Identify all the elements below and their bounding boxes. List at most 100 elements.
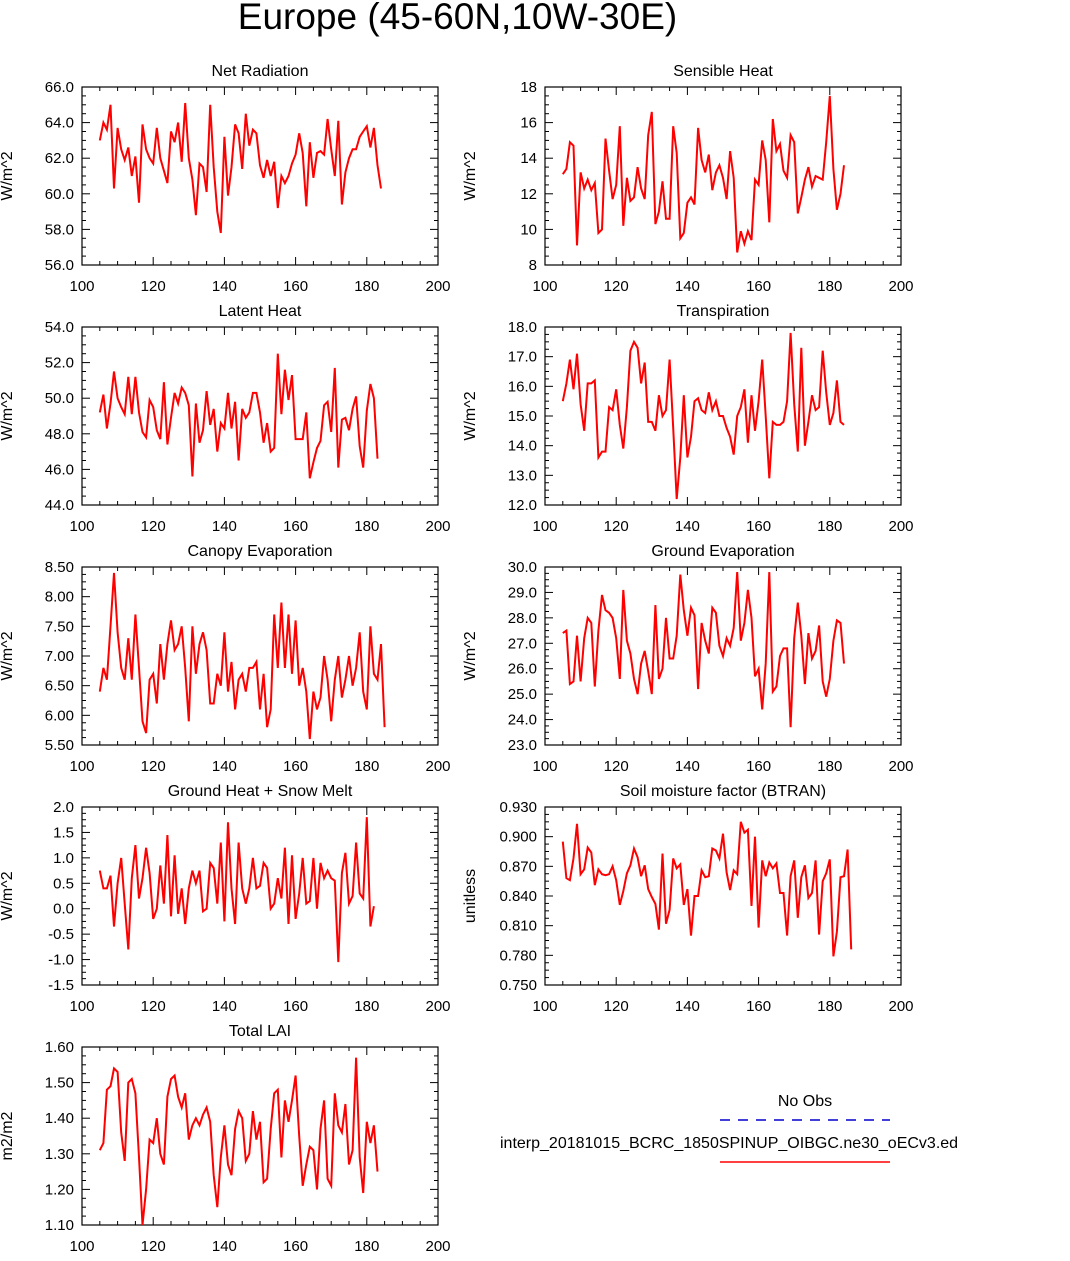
x-tick-label: 160 [746,518,771,535]
chart-panel-7: Ground Heat + Snow Melt 100 120 140 160 180 20… [0,783,451,1015]
x-tick-label: 200 [888,758,913,775]
series-line-model [98,572,386,740]
chart-panel-2: Sensible Heat 100 120 140 160 180 200 8 10 12 14 16… [462,63,914,295]
x-tick-label: 140 [675,998,700,1015]
x-tick-label: 200 [888,518,913,535]
y-tick-label: 5.50 [45,737,74,754]
x-tick-label: 180 [354,278,379,295]
y-tick-label: 14 [520,150,537,167]
x-tick-label: 120 [604,518,629,535]
panel-title: Ground Evaporation [651,543,794,560]
x-tick-label: 120 [141,1238,166,1255]
y-tick-label: 50.0 [45,390,74,407]
chart-panel-1: Net Radiation 100 120 140 160 180 200 56.0 58.0 6… [0,63,451,295]
y-tick-label: 52.0 [45,355,74,372]
y-tick-label: 29.0 [508,584,537,601]
x-tick-label: 180 [817,758,842,775]
y-tick-label: 25.0 [508,686,537,703]
chart-panel-9: Total LAI 100 120 140 160 180 200 1.10 1.20 1.30 1… [0,1023,451,1255]
chart-panel-6: Ground Evaporation 100 120 140 160 180 200 23.0… [462,543,914,775]
x-tick-label: 120 [141,758,166,775]
y-axis-label: W/m^2 [0,871,16,920]
legend-obs-label: No Obs [778,1093,832,1110]
y-tick-label: 1.0 [53,850,74,867]
y-tick-label: 0.780 [499,947,537,964]
y-axis-label: W/m^2 [0,151,16,200]
plot-frame [81,86,439,266]
y-tick-label: 1.10 [45,1217,74,1234]
panel-title: Total LAI [229,1023,291,1040]
legend-model-label: interp_20181015_BCRC_1850SPINUP_OIBGC.ne… [500,1135,958,1152]
y-tick-label: 30.0 [508,559,537,576]
x-tick-label: 140 [675,518,700,535]
x-tick-label: 160 [283,278,308,295]
x-tick-label: 160 [746,758,771,775]
y-tick-label: 1.20 [45,1181,74,1198]
y-tick-label: 6.00 [45,707,74,724]
panel-title: Transpiration [677,303,770,320]
chart-panel-8: Soil moisture factor (BTRAN) 100 120 140 160… [462,783,914,1015]
plot-frame [81,806,439,986]
y-tick-label: 7.00 [45,648,74,665]
y-tick-label: 16 [520,115,537,132]
y-axis-label: W/m^2 [462,391,479,440]
x-tick-label: 180 [354,1238,379,1255]
x-tick-label: 140 [212,278,237,295]
y-tick-label: 8 [529,257,537,274]
series-line-model [98,353,379,479]
x-tick-label: 100 [532,518,557,535]
x-tick-label: 180 [354,998,379,1015]
x-tick-label: 100 [69,278,94,295]
x-tick-label: 100 [532,998,557,1015]
y-tick-label: 0.840 [499,888,537,905]
y-tick-label: 48.0 [45,426,74,443]
series-line-model [98,1057,379,1226]
y-tick-label: 0.870 [499,858,537,875]
y-tick-label: 15.0 [508,408,537,425]
y-tick-label: 1.40 [45,1110,74,1127]
y-tick-label: 8.50 [45,559,74,576]
y-tick-label: 13.0 [508,467,537,484]
x-tick-label: 180 [817,998,842,1015]
y-tick-label: 12 [520,186,537,203]
x-tick-label: 180 [817,518,842,535]
y-tick-label: 62.0 [45,150,74,167]
chart-panel-5: Canopy Evaporation 100 120 140 160 180 200 5.50… [0,543,451,775]
x-tick-label: 100 [69,518,94,535]
x-tick-label: 140 [212,758,237,775]
y-tick-label: 0.900 [499,829,537,846]
x-tick-label: 200 [888,998,913,1015]
y-axis-label: W/m^2 [0,631,16,680]
y-tick-label: 0.0 [53,901,74,918]
x-tick-label: 100 [69,998,94,1015]
y-tick-label: 2.0 [53,799,74,816]
x-tick-label: 200 [425,1238,450,1255]
panel-title: Soil moisture factor (BTRAN) [620,783,826,800]
y-tick-label: 18.0 [508,319,537,336]
series-line-model [98,102,382,234]
x-tick-label: 120 [141,278,166,295]
x-tick-label: 180 [354,758,379,775]
y-tick-label: 17.0 [508,349,537,366]
panel-title: Canopy Evaporation [188,543,333,560]
series-line-model [562,572,845,728]
chart-panel-4: Transpiration 100 120 140 160 180 200 12.0 13.0 1… [462,303,914,535]
y-tick-label: 8.00 [45,589,74,606]
x-tick-label: 160 [283,1238,308,1255]
y-axis-label: W/m^2 [462,151,479,200]
x-tick-label: 140 [212,518,237,535]
x-tick-label: 100 [69,758,94,775]
y-tick-label: 66.0 [45,79,74,96]
x-tick-label: 140 [675,758,700,775]
y-tick-label: 12.0 [508,497,537,514]
y-tick-label: 54.0 [45,319,74,336]
y-tick-label: -0.5 [48,926,74,943]
y-tick-label: 10 [520,221,537,238]
y-tick-label: 7.50 [45,618,74,635]
x-tick-label: 160 [746,998,771,1015]
panel-title: Latent Heat [219,303,302,320]
y-tick-label: 16.0 [508,378,537,395]
series-line-model [561,332,845,500]
y-tick-label: 1.5 [53,824,74,841]
